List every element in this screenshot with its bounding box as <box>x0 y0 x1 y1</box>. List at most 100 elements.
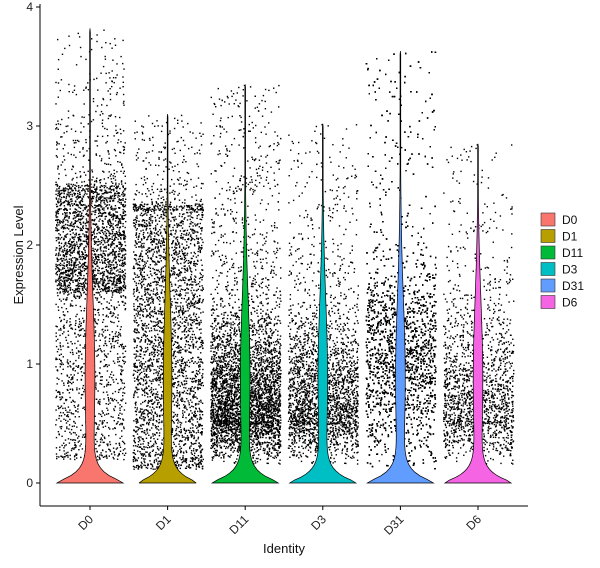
data-point <box>60 198 62 201</box>
data-point <box>57 38 59 41</box>
data-point <box>103 186 106 189</box>
data-point <box>60 203 62 206</box>
data-point <box>95 236 97 238</box>
data-point <box>85 256 87 259</box>
data-point <box>83 363 85 365</box>
data-point <box>73 142 75 144</box>
data-point <box>85 234 87 236</box>
data-point <box>114 390 117 393</box>
data-point <box>77 214 79 216</box>
data-point <box>116 287 118 289</box>
data-point <box>197 388 199 391</box>
data-point <box>69 288 72 291</box>
data-point <box>172 450 175 453</box>
data-point <box>99 367 101 369</box>
data-point <box>148 266 150 268</box>
data-point <box>120 141 122 143</box>
data-point <box>60 227 63 229</box>
data-point <box>192 406 195 408</box>
data-point <box>85 245 87 247</box>
data-point <box>132 203 135 205</box>
data-point <box>78 392 80 394</box>
data-point <box>113 266 115 269</box>
data-point <box>119 241 121 244</box>
data-point <box>71 236 73 238</box>
data-point <box>154 204 157 207</box>
data-point <box>85 288 87 290</box>
data-point <box>75 266 77 269</box>
data-point <box>56 144 58 146</box>
data-point <box>155 225 157 227</box>
data-point <box>176 400 179 402</box>
data-point <box>103 200 105 202</box>
data-point <box>119 237 122 239</box>
data-point <box>121 366 123 368</box>
data-point <box>200 247 202 249</box>
data-point <box>158 254 160 257</box>
data-point <box>122 204 124 206</box>
data-point <box>118 233 120 236</box>
data-point <box>63 331 65 333</box>
data-point <box>163 146 165 148</box>
data-point <box>119 271 121 273</box>
data-point <box>70 187 72 190</box>
data-point <box>112 337 114 340</box>
data-point <box>115 282 118 285</box>
data-point <box>124 350 127 352</box>
data-point <box>60 348 62 351</box>
data-point <box>110 205 113 207</box>
data-point <box>114 220 117 222</box>
data-point <box>139 246 141 248</box>
data-point <box>139 349 142 351</box>
data-point <box>143 333 145 335</box>
data-point <box>94 335 96 337</box>
data-point <box>84 335 86 337</box>
data-point <box>187 238 190 241</box>
data-point <box>78 318 80 320</box>
data-point <box>73 194 76 196</box>
data-point <box>107 240 109 243</box>
data-point <box>72 353 74 356</box>
data-point <box>133 272 136 274</box>
data-point <box>112 219 114 221</box>
data-point <box>97 238 99 240</box>
data-point <box>101 284 104 287</box>
data-point <box>151 122 154 125</box>
data-point <box>149 440 152 442</box>
data-point <box>176 413 179 416</box>
data-point <box>106 270 108 272</box>
data-point <box>106 187 108 189</box>
data-point <box>133 455 135 458</box>
data-point <box>101 283 103 285</box>
data-point <box>66 280 68 283</box>
data-point <box>144 347 147 349</box>
data-point <box>123 279 125 281</box>
data-point <box>74 439 77 441</box>
data-point <box>119 328 122 331</box>
data-point <box>67 420 69 422</box>
data-point <box>71 185 74 187</box>
data-point <box>119 187 121 190</box>
data-point <box>56 142 59 144</box>
data-point <box>106 236 108 238</box>
data-point <box>180 371 183 374</box>
data-point <box>72 272 74 274</box>
data-point <box>171 148 174 151</box>
data-point <box>110 289 112 292</box>
data-point <box>169 201 172 203</box>
data-point <box>143 236 145 238</box>
data-point <box>112 392 114 395</box>
data-point <box>98 267 100 269</box>
data-point <box>109 221 112 224</box>
data-point <box>114 175 116 178</box>
data-point <box>62 298 65 300</box>
data-point <box>115 182 117 184</box>
data-point <box>184 269 186 271</box>
data-point <box>102 250 105 252</box>
data-point <box>111 277 113 279</box>
data-point <box>139 383 142 385</box>
data-point <box>114 427 116 430</box>
data-point <box>122 276 124 279</box>
data-point <box>82 189 84 191</box>
data-point <box>144 339 147 341</box>
